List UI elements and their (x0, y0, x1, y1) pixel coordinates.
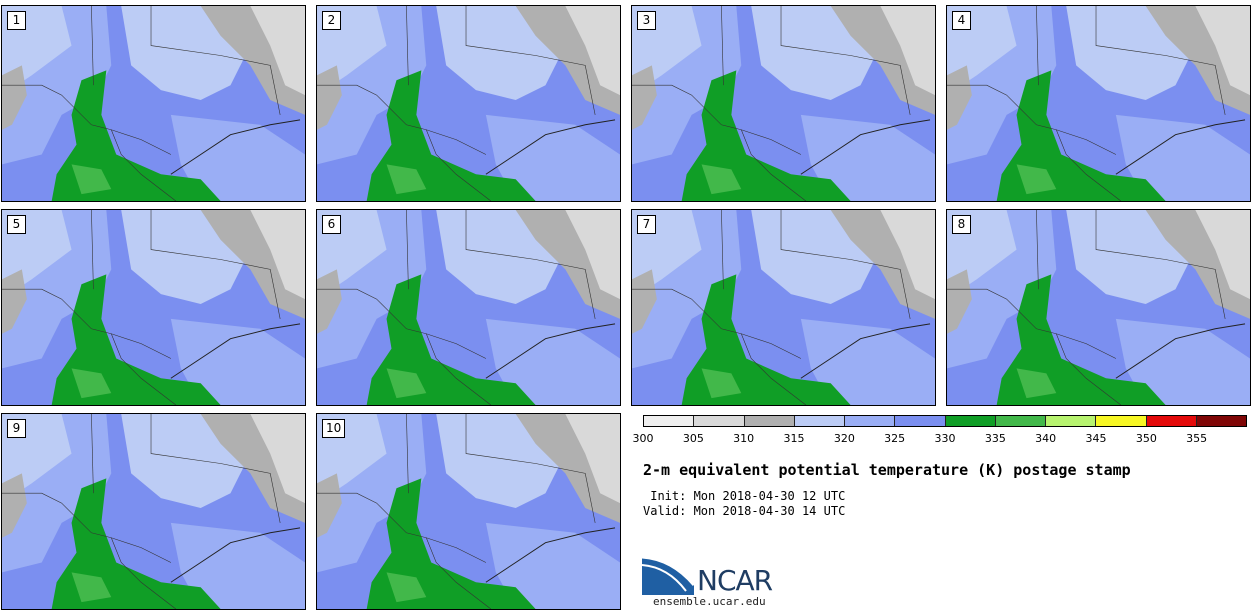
init-time: Init: Mon 2018-04-30 12 UTC (643, 489, 846, 503)
colorbar-segment (895, 416, 946, 426)
colorbar-segment (845, 416, 896, 426)
member-number: 8 (952, 215, 971, 234)
colorbar-segment (744, 416, 795, 426)
map-panel: 3 (631, 5, 936, 202)
site-url: ensemble.ucar.edu (653, 595, 766, 608)
colorbar-ticks: 300 305 310 315 320 325 330 335 340 345 350 355 (633, 432, 1247, 446)
figure-title: 2-m equivalent potential temperature (K)… (643, 461, 1131, 479)
member-number: 4 (952, 11, 971, 30)
colorbar-tick-label: 300 (632, 432, 654, 445)
colorbar-tick-label: 310 (733, 432, 755, 445)
colorbar-segment (1096, 416, 1147, 426)
colorbar-tick-label: 355 (1186, 432, 1208, 445)
map-panel: 10 (316, 413, 621, 610)
colorbar-tick-label: 325 (884, 432, 906, 445)
colorbar-tick-label: 315 (783, 432, 805, 445)
colorbar-segment (945, 416, 996, 426)
colorbar-tick-label: 335 (984, 432, 1006, 445)
valid-time: Valid: Mon 2018-04-30 14 UTC (643, 504, 846, 518)
ncar-logo-icon (642, 555, 696, 595)
member-number: 6 (322, 215, 341, 234)
colorbar-segment (694, 416, 745, 426)
map-panel: 2 (316, 5, 621, 202)
member-number: 2 (322, 11, 341, 30)
colorbar-tick-label: 340 (1035, 432, 1057, 445)
map-panel: 4 (946, 5, 1251, 202)
colorbar (643, 415, 1247, 427)
colorbar-segment (1146, 416, 1197, 426)
member-number: 10 (322, 419, 346, 438)
member-number: 1 (7, 11, 26, 30)
map-panel: 9 (1, 413, 306, 610)
colorbar-tick-label: 345 (1085, 432, 1107, 445)
map-panel: 7 (631, 209, 936, 406)
member-number: 5 (7, 215, 26, 234)
colorbar-tick-label: 305 (682, 432, 704, 445)
colorbar-tick-label: 350 (1135, 432, 1157, 445)
map-panel: 5 (1, 209, 306, 406)
map-panel: 8 (946, 209, 1251, 406)
map-panel: 6 (316, 209, 621, 406)
colorbar-tick-label: 330 (934, 432, 956, 445)
member-number: 7 (637, 215, 656, 234)
colorbar-segment (794, 416, 845, 426)
colorbar-segment (1046, 416, 1097, 426)
member-number: 9 (7, 419, 26, 438)
logo-wordmark: NCAR (697, 564, 773, 597)
member-number: 3 (637, 11, 656, 30)
colorbar-segment (995, 416, 1046, 426)
colorbar-segment (644, 416, 695, 426)
map-panel: 1 (1, 5, 306, 202)
colorbar-segment (1196, 416, 1246, 426)
colorbar-tick-label: 320 (833, 432, 855, 445)
